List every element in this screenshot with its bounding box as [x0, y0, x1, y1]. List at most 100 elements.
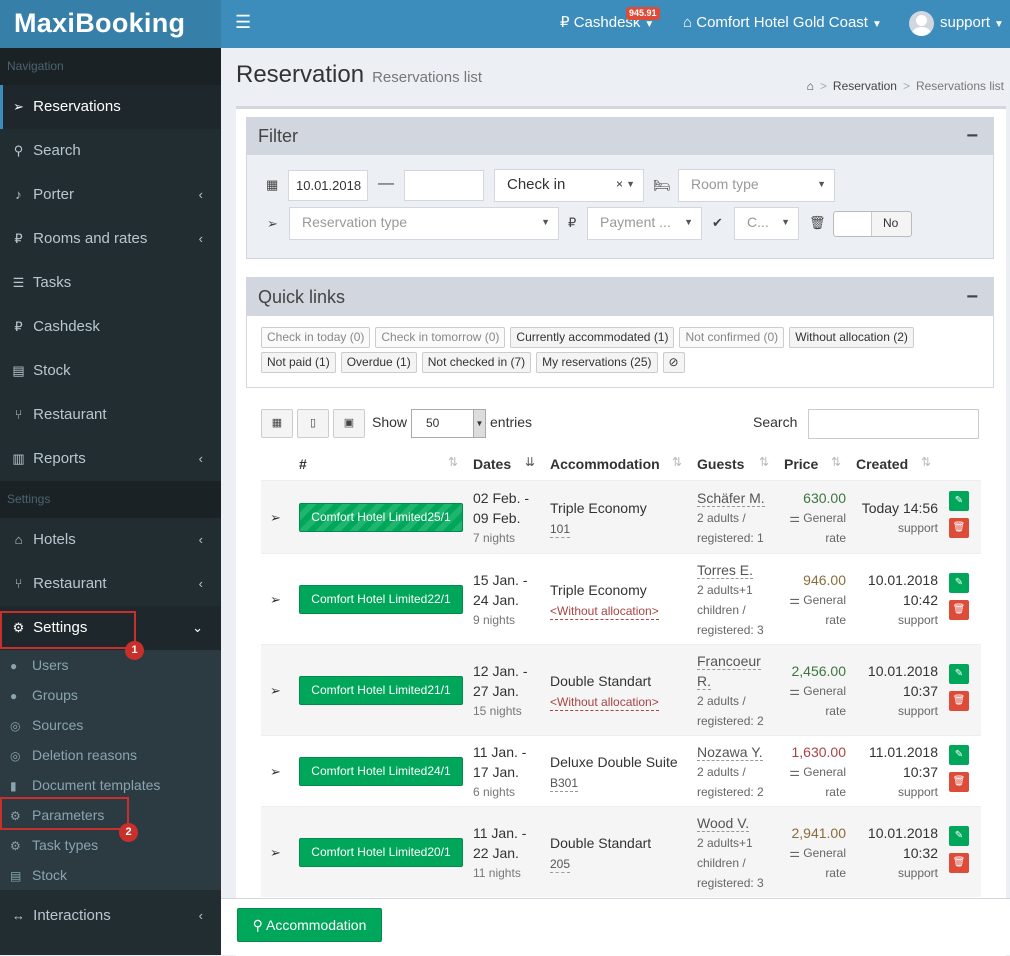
search-input[interactable]	[808, 409, 979, 439]
quick-link-without-allocation[interactable]: Without allocation (2)	[789, 327, 914, 348]
table-row[interactable]: ➢ Comfort Hotel Limited21/1 12 Jan. - 27 …	[261, 644, 981, 735]
column-header-number[interactable]: #	[299, 456, 307, 472]
menu-toggle-icon[interactable]: ☰	[235, 12, 252, 32]
guest-name-link[interactable]: Torres E.	[697, 562, 754, 579]
guest-name-link[interactable]: R.	[697, 673, 711, 690]
room-link[interactable]: 101	[550, 522, 571, 538]
sidebar-subitem-task-types[interactable]: ⚙ Task types	[0, 830, 221, 860]
cashdesk-menu[interactable]: ₽ Cashdesk ▼	[560, 0, 654, 48]
sidebar-item-reports[interactable]: ▥ Reports ‹	[0, 437, 221, 481]
quick-link-currently-accommodated[interactable]: Currently accommodated (1)	[510, 327, 675, 348]
edit-icon[interactable]: ✎	[949, 491, 969, 511]
sidebar-subitem-sources[interactable]: ◎ Sources	[0, 710, 221, 740]
delete-icon[interactable]: 🗑	[949, 691, 969, 711]
reservation-number-button[interactable]: Comfort Hotel Limited22/1	[299, 585, 463, 614]
table-row[interactable]: ➢ Comfort Hotel Limited24/1 11 Jan. - 17 …	[261, 735, 981, 806]
date-type-select[interactable]: Check in × ▼	[494, 169, 644, 202]
delete-icon[interactable]: 🗑	[949, 853, 969, 873]
sidebar-item-restaurant-settings[interactable]: ⑂ Restaurant ‹	[0, 562, 221, 606]
room-link[interactable]: 205	[550, 857, 571, 873]
edit-icon[interactable]: ✎	[949, 745, 969, 765]
column-header-created[interactable]: Created	[856, 456, 909, 472]
guest-name-link[interactable]: Wood V.	[697, 815, 750, 832]
date-from-input[interactable]: 10.01.2018	[288, 170, 368, 201]
clear-icon[interactable]: ×	[615, 177, 623, 191]
reservation-number-button[interactable]: Comfort Hotel Limited20/1	[299, 838, 463, 867]
sidebar-item-cashdesk[interactable]: ₽ Cashdesk	[0, 305, 221, 349]
sort-icon[interactable]: ⇅	[921, 455, 932, 469]
sidebar-item-label: Stock	[33, 362, 71, 379]
column-header-guests[interactable]: Guests	[697, 456, 745, 472]
guest-name-link[interactable]: Francoeur	[697, 653, 761, 670]
reservation-number-button[interactable]: Comfort Hotel Limited24/1	[299, 757, 463, 786]
accommodation-button[interactable]: ⚲ Accommodation	[237, 908, 382, 942]
sidebar-item-hotels[interactable]: ⌂ Hotels ‹	[0, 518, 221, 562]
sidebar-item-porter[interactable]: ♪ Porter ‹	[0, 173, 221, 217]
sidebar-item-settings[interactable]: ⚙ Settings ⌄	[0, 606, 221, 650]
sidebar-subitem-document-templates[interactable]: ▮ Document templates	[0, 770, 221, 800]
delete-icon[interactable]: 🗑	[949, 518, 969, 538]
grid-view-icon[interactable]: ▦	[261, 409, 293, 438]
sidebar-subitem-stock[interactable]: ▤ Stock	[0, 860, 221, 890]
reservation-number-button[interactable]: Comfort Hotel Limited25/1	[299, 503, 463, 532]
room-link[interactable]: B301	[550, 776, 579, 792]
clear-filter-icon[interactable]: ⊘	[662, 352, 685, 373]
sidebar-item-restaurant[interactable]: ⑂ Restaurant	[0, 393, 221, 437]
collapse-icon[interactable]: −	[966, 125, 978, 147]
quick-link-check-in-today[interactable]: Check in today (0)	[261, 327, 371, 348]
page-length-select[interactable]: 50 ▼	[411, 409, 486, 438]
sort-icon[interactable]: ⇅	[448, 455, 459, 469]
pdf-export-icon[interactable]: ▯	[297, 409, 329, 438]
without-allocation-link[interactable]: <Without allocation>	[550, 695, 659, 711]
edit-icon[interactable]: ✎	[949, 826, 969, 846]
quick-link-not-checked-in[interactable]: Not checked in (7)	[421, 352, 532, 373]
cutlery-icon: ⑂	[14, 407, 23, 422]
payment-select[interactable]: Payment ... ▼	[587, 207, 702, 240]
app-logo[interactable]: MaxiBooking	[0, 0, 221, 48]
delete-icon[interactable]: 🗑	[949, 772, 969, 792]
sidebar-subitem-groups[interactable]: ● Groups	[0, 680, 221, 710]
quick-link-overdue[interactable]: Overdue (1)	[340, 352, 417, 373]
reservation-number-button[interactable]: Comfort Hotel Limited21/1	[299, 676, 463, 705]
confirmed-select[interactable]: C... ▼	[734, 207, 799, 240]
date-to-input[interactable]	[404, 170, 484, 201]
room-type-select[interactable]: Room type ▼	[678, 169, 835, 202]
without-allocation-link[interactable]: <Without allocation>	[550, 604, 659, 620]
sidebar-subitem-deletion-reasons[interactable]: ◎ Deletion reasons	[0, 740, 221, 770]
guest-name-link[interactable]: Schäfer M.	[697, 490, 765, 507]
reservation-type-select[interactable]: Reservation type ▼	[289, 207, 559, 240]
delete-icon[interactable]: 🗑	[949, 600, 969, 620]
column-header-price[interactable]: Price	[784, 456, 819, 472]
breadcrumb-reservation[interactable]: Reservation	[832, 79, 897, 93]
sort-icon[interactable]: ⇅	[831, 455, 842, 469]
hotel-menu[interactable]: ⌂ Comfort Hotel Gold Coast ▼	[683, 0, 882, 48]
home-icon[interactable]: ⌂	[806, 79, 814, 93]
table-row[interactable]: ➢ Comfort Hotel Limited22/1 15 Jan. - 24 …	[261, 553, 981, 644]
column-header-accommodation[interactable]: Accommodation	[550, 456, 660, 472]
column-header-dates[interactable]: Dates	[473, 456, 512, 472]
sidebar-item-rooms-and-rates[interactable]: ₽ Rooms and rates ‹	[0, 217, 221, 261]
sidebar-item-search[interactable]: ⚲ Search	[0, 129, 221, 173]
edit-icon[interactable]: ✎	[949, 664, 969, 684]
guest-name-link[interactable]: Nozawa Y.	[697, 744, 763, 761]
table-row[interactable]: ➢ Comfort Hotel Limited20/1 11 Jan. - 22 …	[261, 806, 981, 897]
sidebar-item-stock[interactable]: ▤ Stock	[0, 349, 221, 393]
quick-link-check-in-tomorrow[interactable]: Check in tomorrow (0)	[375, 327, 506, 348]
sort-icon[interactable]: ⇅	[672, 455, 683, 469]
sidebar-subitem-users[interactable]: ● Users	[0, 650, 221, 680]
quick-link-not-paid[interactable]: Not paid (1)	[261, 352, 336, 373]
table-row[interactable]: ➢ Comfort Hotel Limited25/1 02 Feb. - 09 …	[261, 480, 981, 553]
quick-link-my-reservations[interactable]: My reservations (25)	[536, 352, 658, 373]
sort-desc-icon[interactable]: ⇊	[525, 455, 536, 469]
quick-link-not-confirmed[interactable]: Not confirmed (0)	[679, 327, 785, 348]
sidebar-item-interactions[interactable]: ↔ Interactions ‹	[0, 894, 221, 938]
user-menu[interactable]: support ▼	[909, 0, 1004, 48]
sidebar-item-tasks[interactable]: ☰ Tasks	[0, 261, 221, 305]
sidebar-subitem-parameters[interactable]: ⚙ Parameters	[0, 800, 221, 830]
sort-icon[interactable]: ⇅	[759, 455, 770, 469]
collapse-icon[interactable]: −	[966, 286, 978, 308]
deleted-toggle[interactable]: No	[833, 211, 912, 237]
sidebar-item-reservations[interactable]: ➢ Reservations	[0, 85, 221, 129]
excel-export-icon[interactable]: ▣	[333, 409, 365, 438]
edit-icon[interactable]: ✎	[949, 573, 969, 593]
